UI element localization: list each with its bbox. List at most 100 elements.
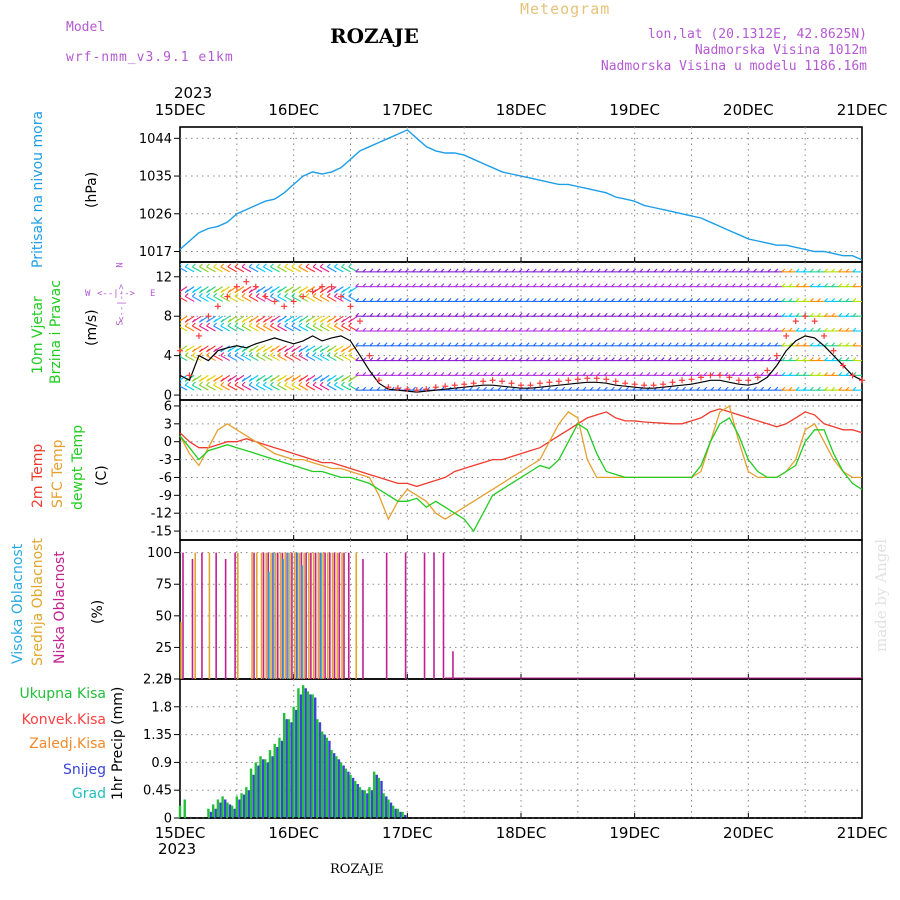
wind-barb-head — [781, 342, 786, 347]
wind-barb-head — [184, 381, 189, 386]
wind-barb-head — [454, 268, 459, 273]
wind-barb-head — [696, 268, 701, 273]
wind-barb-head — [738, 357, 743, 361]
precip-total-bar — [207, 808, 210, 818]
wind-barb-head — [369, 298, 374, 302]
x-label-top-17DEC: 17DEC — [382, 101, 433, 119]
wind-barb-head — [809, 327, 814, 332]
wind-barb-head — [419, 357, 424, 361]
wind-barb — [180, 286, 188, 293]
wind-barb-head — [376, 312, 381, 317]
wind-barb-head — [852, 357, 857, 361]
wind-barb — [284, 325, 294, 332]
wind-barb-head — [497, 298, 502, 302]
legend-freezing-rain: Zaledj.Kisa — [29, 736, 106, 752]
wind-barb-head — [845, 342, 850, 347]
wind-barb — [284, 295, 294, 302]
wind-barb — [192, 355, 202, 362]
wind-barb-head — [824, 386, 828, 391]
wind-barb-head — [568, 357, 573, 361]
x-label-bottom-21DEC: 21DEC — [837, 824, 888, 842]
wind-barb-head — [397, 283, 402, 288]
wind-barb-head — [369, 283, 374, 288]
wind-barb-head — [334, 381, 338, 386]
wind-barb-head — [291, 322, 296, 327]
wind-barb-head — [191, 381, 196, 386]
wind-barb-head — [696, 327, 701, 332]
wind-barb-head — [476, 327, 480, 332]
wind-barb-head — [419, 298, 424, 302]
wind-barb-head — [639, 312, 644, 317]
wind-barb-head — [703, 283, 708, 288]
wind-barb-head — [738, 298, 743, 302]
wind-barb-head — [795, 357, 800, 361]
wind-barb-head — [191, 352, 196, 356]
wind-barb-head — [646, 268, 651, 273]
wind-barb-head — [831, 386, 836, 391]
wind-barb-head — [703, 268, 708, 273]
precip-total-bar — [245, 787, 248, 818]
wind-barb-head — [667, 386, 672, 391]
wind-barb-head — [213, 289, 218, 294]
wind-barb-head — [838, 342, 843, 347]
wind-barb-head — [180, 381, 182, 385]
wind-barb-head — [788, 357, 793, 361]
wind-barb-head — [838, 298, 843, 302]
wind-barb-head — [589, 357, 594, 361]
wind-barb-head — [497, 312, 502, 317]
wind-barb-head — [220, 377, 225, 382]
wind-barb-head — [582, 312, 587, 317]
wind-barb-head — [241, 318, 246, 323]
wind-barb-head — [440, 342, 445, 347]
wind-barb-head — [497, 386, 502, 391]
wind-barb-head — [540, 268, 544, 273]
wind-barb-head — [710, 283, 715, 288]
wind-barb-head — [355, 283, 360, 288]
pressure-ytick-label-1: 1026 — [139, 207, 172, 222]
wind-barb-head — [376, 357, 381, 361]
temp-ytick-label-4: -3 — [159, 453, 172, 468]
wind-barb-head — [412, 371, 416, 376]
wind-barb-head — [326, 318, 331, 323]
wind-barb-head — [511, 357, 516, 361]
wind-barb-head — [802, 283, 807, 288]
wind-barb-head — [753, 357, 757, 361]
precip-snow-bar — [385, 796, 388, 818]
footer-station: ROZAJE — [330, 862, 384, 877]
wind-barb-head — [731, 371, 736, 376]
wind-barb-head — [206, 289, 210, 294]
wind-barb-head — [646, 327, 651, 332]
precip-total-bar — [316, 719, 319, 818]
wind-barb-head — [724, 357, 729, 361]
wind-barb-head — [738, 283, 743, 288]
wind-barb-head — [795, 342, 800, 347]
wind-barb-head — [596, 312, 601, 317]
wind-barb-head — [788, 327, 793, 332]
wind-barb-head — [419, 386, 424, 391]
precip-total-bar — [377, 777, 381, 818]
wind-barb-head — [312, 348, 317, 353]
wind-barb-head — [667, 268, 672, 273]
wind-barb-head — [767, 268, 772, 273]
wind-barb-head — [710, 312, 715, 317]
wind-barb-head — [191, 348, 196, 353]
precip-total-bar — [349, 774, 352, 818]
x-label-top-16DEC: 16DEC — [268, 101, 319, 119]
wind-barb-head — [241, 352, 246, 356]
precip-total-bar — [211, 804, 215, 818]
precip-snow-bar — [332, 753, 336, 818]
wind-barb-head — [199, 348, 203, 353]
precip-snow-bar — [304, 688, 307, 818]
wind-barb-head — [227, 381, 232, 386]
wind-barb-head — [746, 371, 750, 376]
wind-barb-head — [532, 268, 537, 273]
wind-barb-head — [717, 298, 722, 302]
wind-barb-head — [703, 357, 708, 361]
wind-barb-head — [461, 357, 466, 361]
wind-barb — [255, 266, 266, 273]
wind-barb-head — [454, 312, 459, 317]
wind-barb-head — [760, 283, 765, 288]
wind-barb-head — [312, 377, 317, 382]
wind-barb-head — [383, 298, 388, 302]
wind-barb-head — [596, 268, 601, 273]
